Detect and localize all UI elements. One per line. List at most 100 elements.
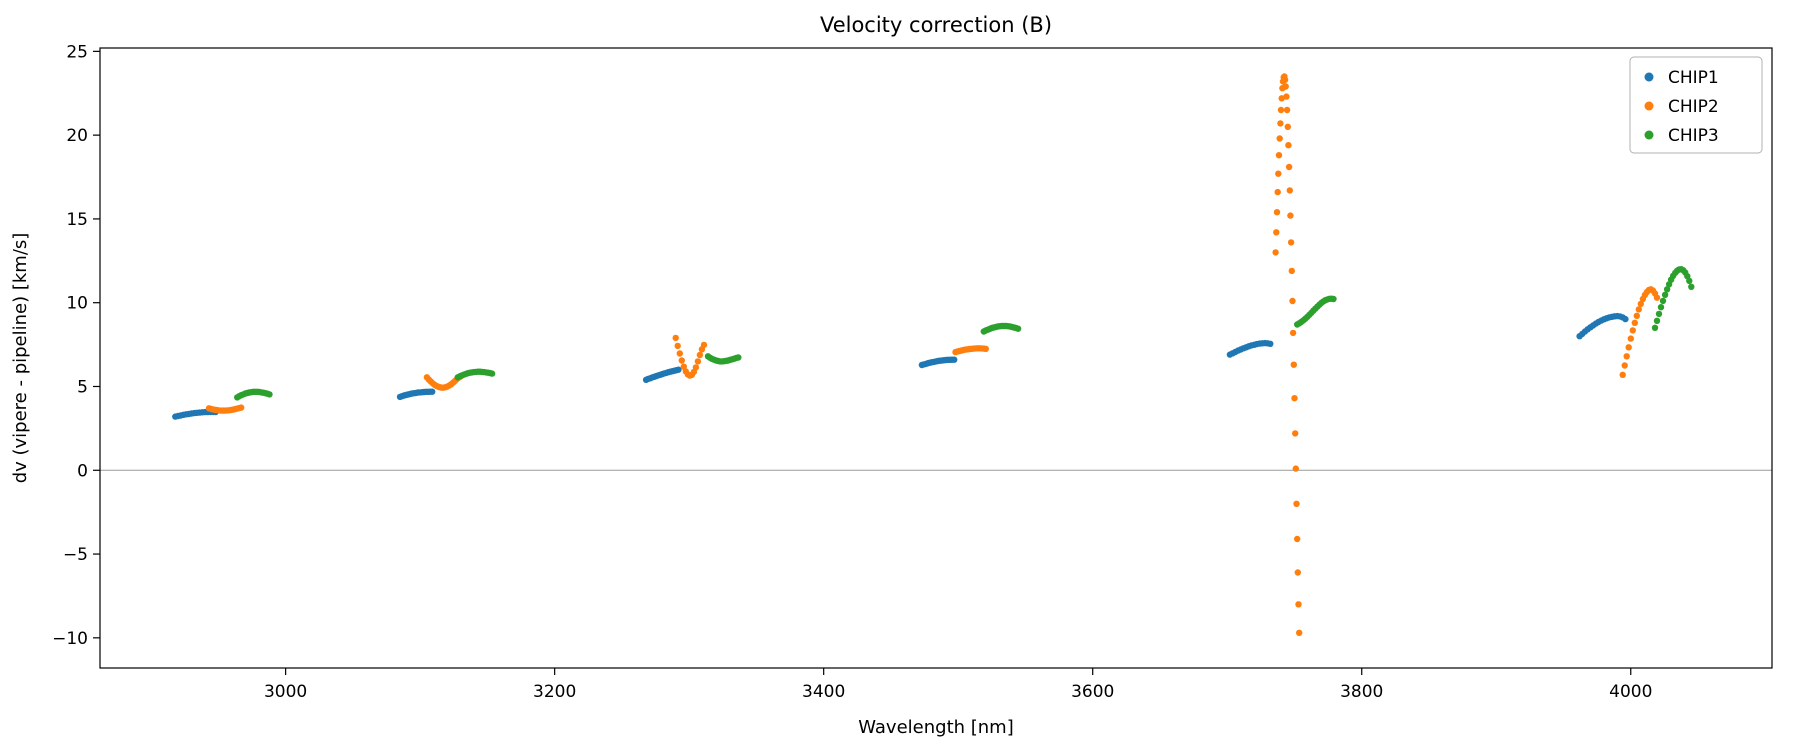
data-point bbox=[1622, 315, 1629, 323]
data-point bbox=[676, 350, 683, 357]
data-point bbox=[1635, 306, 1643, 313]
data-point bbox=[735, 354, 742, 361]
legend-label-CHIP2: CHIP2 bbox=[1668, 97, 1719, 117]
x-tick-label: 3200 bbox=[533, 682, 576, 702]
data-point bbox=[1287, 239, 1295, 246]
data-point bbox=[1663, 286, 1671, 293]
y-tick-label: −5 bbox=[63, 545, 88, 565]
data-point bbox=[1289, 329, 1297, 337]
x-tick-label: 3600 bbox=[1071, 682, 1114, 702]
data-point bbox=[1277, 106, 1285, 114]
x-axis-label: Wavelength [nm] bbox=[858, 717, 1014, 738]
data-point bbox=[1273, 229, 1280, 236]
x-tick-label: 3800 bbox=[1340, 682, 1383, 702]
legend-label-CHIP1: CHIP1 bbox=[1668, 68, 1719, 88]
data-point bbox=[1284, 123, 1292, 130]
data-point bbox=[1275, 152, 1283, 159]
data-point bbox=[1285, 163, 1293, 171]
y-tick-label: 10 bbox=[66, 294, 88, 314]
data-point bbox=[672, 334, 679, 342]
data-point bbox=[488, 370, 496, 377]
data-point bbox=[1286, 187, 1294, 194]
x-tick-label: 3000 bbox=[264, 682, 307, 702]
data-point bbox=[1285, 142, 1292, 149]
data-point bbox=[1686, 277, 1693, 285]
data-point bbox=[674, 342, 681, 350]
y-tick-label: 5 bbox=[77, 377, 88, 397]
data-point bbox=[429, 388, 436, 395]
series-CHIP1-points bbox=[172, 312, 1629, 420]
data-point bbox=[1637, 300, 1645, 308]
series-CHIP3-points bbox=[234, 266, 1695, 401]
x-tick-label: 4000 bbox=[1609, 682, 1652, 702]
data-point bbox=[1276, 135, 1283, 142]
y-tick-label: 15 bbox=[66, 210, 88, 230]
data-point bbox=[982, 345, 989, 352]
data-point bbox=[1014, 325, 1022, 332]
data-point bbox=[1290, 361, 1298, 368]
data-point bbox=[678, 357, 685, 364]
y-axis-ticks: −10 −5 0 5 10 15 20 25 bbox=[52, 42, 100, 649]
data-point bbox=[694, 358, 702, 365]
data-point bbox=[1625, 344, 1632, 351]
legend: CHIP1 CHIP2 CHIP3 bbox=[1629, 56, 1763, 154]
data-point bbox=[1283, 93, 1290, 100]
data-point bbox=[1659, 297, 1667, 305]
data-point bbox=[1294, 535, 1301, 543]
data-point bbox=[1294, 569, 1302, 576]
y-tick-label: 0 bbox=[77, 461, 88, 481]
data-point bbox=[1621, 362, 1628, 369]
y-tick-label: −10 bbox=[52, 629, 88, 649]
legend-marker-CHIP2 bbox=[1644, 101, 1654, 111]
legend-marker-CHIP3 bbox=[1644, 130, 1654, 140]
data-point bbox=[1281, 76, 1289, 84]
y-tick-label: 20 bbox=[66, 126, 88, 146]
data-point bbox=[1623, 353, 1630, 360]
plot-frame bbox=[99, 47, 1773, 669]
data-point bbox=[1629, 327, 1637, 334]
data-point bbox=[1267, 340, 1274, 347]
legend-marker-CHIP1 bbox=[1644, 72, 1654, 82]
data-point bbox=[1292, 430, 1299, 437]
legend-label-CHIP3: CHIP3 bbox=[1668, 126, 1719, 146]
data-point bbox=[266, 391, 273, 398]
data-point bbox=[1282, 83, 1289, 90]
data-point bbox=[1287, 212, 1294, 219]
y-axis-label: dv (vipere - pipeline) [km/s] bbox=[10, 233, 31, 484]
data-point bbox=[1295, 601, 1302, 608]
data-point bbox=[1651, 324, 1659, 331]
data-point bbox=[1631, 319, 1639, 326]
data-point bbox=[1661, 291, 1669, 298]
data-point bbox=[1293, 500, 1300, 507]
data-point bbox=[1273, 209, 1281, 216]
data-point bbox=[1272, 249, 1279, 256]
data-point bbox=[1292, 465, 1300, 472]
data-point bbox=[692, 364, 700, 371]
data-point bbox=[1296, 629, 1303, 636]
data-point bbox=[1627, 335, 1635, 342]
data-point bbox=[1277, 120, 1284, 127]
data-point bbox=[1688, 283, 1695, 290]
data-point bbox=[1653, 317, 1661, 324]
data-point bbox=[951, 356, 958, 363]
data-point bbox=[1288, 267, 1296, 275]
series-CHIP2-points bbox=[205, 73, 1661, 636]
data-point bbox=[1619, 371, 1626, 378]
data-point bbox=[696, 351, 704, 359]
data-point bbox=[1289, 297, 1296, 305]
data-point bbox=[1291, 395, 1298, 402]
data-point bbox=[1657, 304, 1665, 311]
legend-box bbox=[1629, 56, 1763, 154]
data-point bbox=[1330, 295, 1337, 303]
data-point bbox=[1283, 106, 1291, 114]
data-point bbox=[700, 341, 708, 349]
data-point bbox=[1275, 170, 1282, 177]
data-point bbox=[675, 366, 682, 373]
chart-title: Velocity correction (B) bbox=[820, 13, 1052, 37]
data-point bbox=[1274, 188, 1281, 196]
y-tick-label: 25 bbox=[66, 42, 88, 62]
data-point bbox=[1653, 294, 1661, 301]
data-point bbox=[1633, 312, 1641, 319]
